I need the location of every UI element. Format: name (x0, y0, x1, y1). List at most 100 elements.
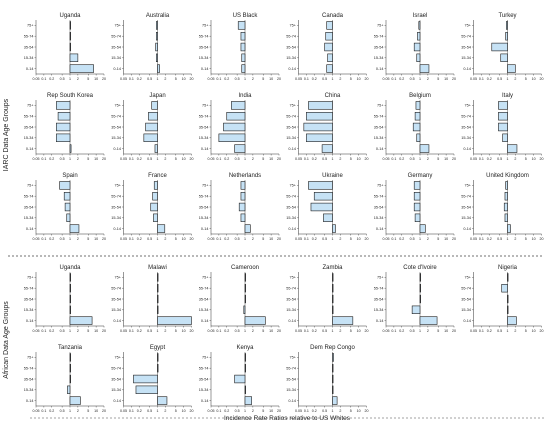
category-label: 55-74 (111, 287, 121, 291)
x-tick-label: 0.2 (399, 237, 404, 241)
category-label: 55-74 (111, 115, 121, 119)
category-label: 75+ (290, 24, 297, 28)
bar (326, 21, 333, 30)
category-label: 55-74 (286, 35, 296, 39)
chart-panel: Tanzania 0.05 0.1 0.2 0.5 1 2 5 10 20 75+ 55-74 35-5… (24, 345, 106, 413)
panel-title: Egypt (150, 345, 166, 351)
x-tick-label: 1 (507, 157, 509, 161)
x-tick-label: 0.1 (129, 409, 134, 413)
chart-panel: Uganda 0.05 0.1 0.2 0.5 1 2 5 10 20 75+ 55-74 35-54 1… (24, 13, 106, 81)
x-tick-label: 0.1 (304, 157, 309, 161)
x-tick-label: 1 (507, 329, 509, 333)
bar (150, 202, 158, 212)
x-tick-label: 5 (350, 329, 352, 333)
x-tick-label: 20 (277, 157, 281, 161)
x-tick-label: 2 (252, 409, 254, 413)
category-label: 55-74 (374, 35, 384, 39)
bar (500, 53, 508, 62)
x-tick-label: 5 (87, 237, 89, 241)
category-label: 35-54 (111, 125, 121, 129)
category-label: 35-54 (286, 297, 296, 301)
x-tick-label: 10 (182, 409, 186, 413)
x-tick-label: 10 (269, 157, 273, 161)
panel-title: Israel (413, 13, 428, 19)
category-label: 15-34 (199, 388, 209, 392)
bar (244, 284, 246, 293)
bar (57, 112, 71, 121)
x-tick-label: 2 (427, 77, 429, 81)
panel-title: Spain (62, 173, 77, 179)
category-label: 15-34 (374, 216, 384, 220)
x-tick-label: 5 (525, 237, 527, 241)
x-tick-label: 20 (190, 157, 194, 161)
bar (332, 273, 334, 282)
category-label: 35-54 (24, 125, 34, 129)
bar (237, 21, 246, 30)
bar (157, 224, 166, 233)
x-tick-label: 0.1 (216, 409, 221, 413)
x-tick-label: 5 (87, 157, 89, 161)
category-label: 15-34 (461, 308, 471, 312)
x-tick-label: 0.1 (479, 329, 484, 333)
x-tick-label: 0.2 (399, 157, 404, 161)
bar (156, 53, 158, 62)
x-tick-label: 20 (365, 409, 369, 413)
x-tick-label: 0.05 (120, 77, 127, 81)
category-label: 35-54 (111, 297, 121, 301)
category-label: 15-34 (199, 308, 209, 312)
x-tick-label: 0.2 (137, 409, 142, 413)
x-tick-label: 0.5 (497, 329, 502, 333)
x-tick-label: 20 (277, 77, 281, 81)
bar (157, 316, 192, 325)
category-label: 75+ (27, 24, 34, 28)
category-label: 75+ (202, 356, 209, 360)
x-tick-label: 1 (157, 77, 159, 81)
x-tick-label: 1 (332, 157, 334, 161)
x-tick-label: 0.05 (33, 157, 40, 161)
x-tick-label: 0.2 (224, 77, 229, 81)
category-label: 15-34 (374, 308, 384, 312)
category-label: 35-54 (199, 125, 209, 129)
category-label: 0-14 (26, 227, 34, 231)
bar (503, 202, 508, 212)
category-label: 75+ (115, 184, 122, 188)
category-label: 15-34 (24, 308, 34, 312)
bar (59, 181, 71, 190)
bar (507, 294, 509, 304)
x-tick-label: 2 (339, 329, 341, 333)
bar (66, 213, 71, 222)
x-tick-label: 10 (444, 237, 448, 241)
category-label: 35-54 (286, 125, 296, 129)
x-tick-label: 10 (269, 77, 273, 81)
bar (218, 133, 246, 142)
category-label: 15-34 (461, 136, 471, 140)
category-label: 15-34 (111, 308, 121, 312)
category-label: 75+ (27, 356, 34, 360)
bar (498, 122, 508, 132)
x-tick-label: 0.05 (33, 77, 40, 81)
category-label: 15-34 (286, 136, 296, 140)
category-label: 0-14 (463, 67, 471, 71)
bar (240, 181, 246, 190)
panel-title: India (238, 93, 252, 99)
category-label: 0-14 (201, 319, 209, 323)
x-tick-label: 0.05 (33, 409, 40, 413)
bar (69, 144, 72, 153)
x-tick-label: 5 (437, 77, 439, 81)
category-label: 35-54 (286, 377, 296, 381)
bar (244, 224, 251, 233)
x-tick-label: 20 (452, 157, 456, 161)
category-label: 75+ (290, 184, 297, 188)
bar (157, 353, 159, 362)
x-tick-label: 2 (164, 237, 166, 241)
x-tick-label: 5 (262, 157, 264, 161)
bar (419, 144, 430, 153)
x-tick-label: 10 (357, 329, 361, 333)
category-label: 35-54 (374, 205, 384, 209)
x-tick-label: 0.5 (235, 157, 240, 161)
x-tick-label: 0.2 (49, 237, 54, 241)
chart-panel: Uganda 0.05 0.1 0.2 0.5 1 2 5 10 20 75+ 55-74 35-54 1… (24, 265, 106, 333)
x-tick-label: 10 (182, 157, 186, 161)
x-tick-label: 0.1 (304, 329, 309, 333)
x-tick-label: 2 (164, 329, 166, 333)
